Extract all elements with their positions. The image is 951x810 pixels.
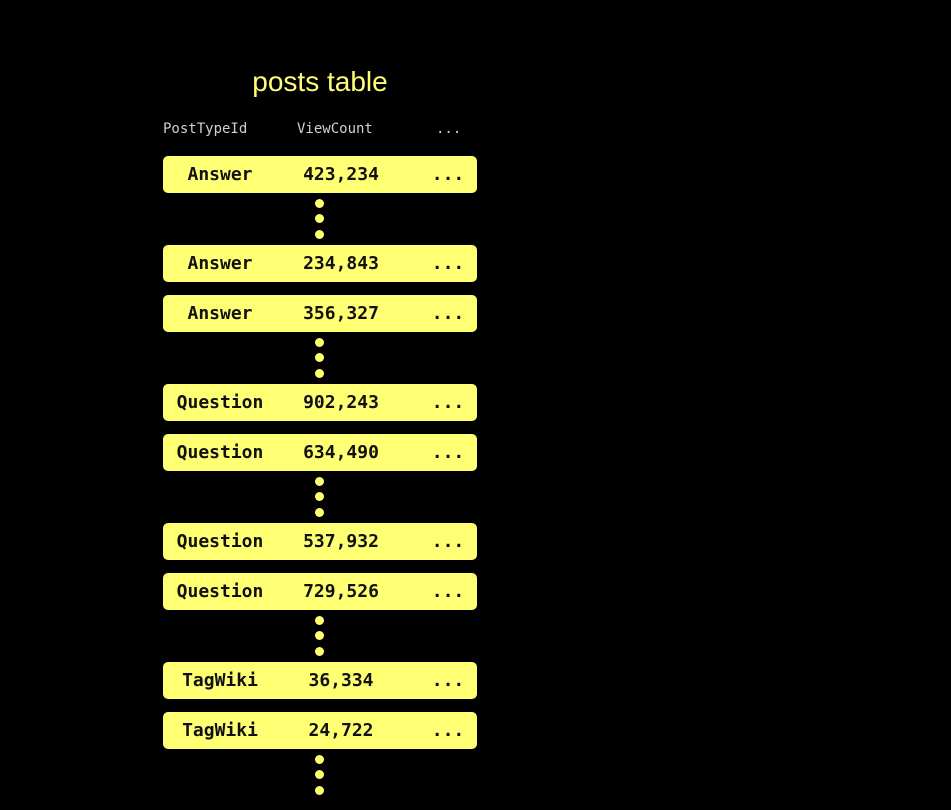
more-cell: ...: [431, 253, 465, 274]
view-count-cell: 24,722: [308, 720, 374, 741]
header-more: ...: [436, 121, 462, 137]
more-cell: ...: [431, 442, 465, 463]
dot-icon: [315, 338, 324, 347]
more-cell: ...: [431, 392, 465, 413]
view-count-cell: 634,490: [303, 442, 379, 463]
table-row: TagWiki 24,722...: [163, 712, 477, 749]
dot-icon: [315, 631, 324, 640]
view-count-cell: 537,932: [303, 531, 379, 552]
dot-icon: [315, 230, 324, 239]
table-row: Answer 356,327...: [163, 295, 477, 332]
header-view-count: ViewCount: [297, 121, 373, 137]
posts-table-rows: Answer 423,234... Answer 234,843... Answer 35…: [163, 156, 477, 801]
dot-icon: [315, 616, 324, 625]
view-count-cell: 36,334: [308, 670, 374, 691]
dot-icon: [315, 492, 324, 501]
dot-icon: [315, 508, 324, 517]
diagram-title: posts table: [252, 66, 388, 97]
table-row: Question 729,526...: [163, 573, 477, 610]
table-row: Answer 234,843...: [163, 245, 477, 282]
dot-icon: [315, 786, 324, 795]
more-cell: ...: [431, 720, 465, 741]
table-row: Question 902,243...: [163, 384, 477, 421]
ellipsis-separator: [163, 332, 477, 384]
dot-icon: [315, 369, 324, 378]
view-count-cell: 729,526: [303, 581, 379, 602]
ellipsis-separator: [163, 471, 477, 523]
table-row: Question 634,490...: [163, 434, 477, 471]
post-type-cell: Answer: [187, 164, 253, 185]
post-type-cell: TagWiki: [182, 720, 258, 741]
more-cell: ...: [431, 670, 465, 691]
ellipsis-separator: [163, 193, 477, 245]
post-type-cell: Answer: [187, 253, 253, 274]
dot-icon: [315, 353, 324, 362]
post-type-cell: TagWiki: [182, 670, 258, 691]
more-cell: ...: [431, 164, 465, 185]
table-row: Answer 423,234...: [163, 156, 477, 193]
table-row: TagWiki 36,334...: [163, 662, 477, 699]
more-cell: ...: [431, 303, 465, 324]
view-count-cell: 234,843: [303, 253, 379, 274]
dot-icon: [315, 647, 324, 656]
header-post-type-id: PostTypeId: [163, 121, 248, 137]
dot-icon: [315, 770, 324, 779]
ellipsis-separator: [163, 610, 477, 662]
post-type-cell: Question: [176, 581, 264, 602]
dot-icon: [315, 199, 324, 208]
post-type-cell: Question: [176, 531, 264, 552]
table-row: Question 537,932...: [163, 523, 477, 560]
dot-icon: [315, 755, 324, 764]
more-cell: ...: [431, 581, 465, 602]
more-cell: ...: [431, 531, 465, 552]
post-type-cell: Answer: [187, 303, 253, 324]
dot-icon: [315, 477, 324, 486]
post-type-cell: Question: [176, 442, 264, 463]
view-count-cell: 423,234: [303, 164, 379, 185]
ellipsis-separator: [163, 749, 477, 801]
post-type-cell: Question: [176, 392, 264, 413]
view-count-cell: 902,243: [303, 392, 379, 413]
dot-icon: [315, 214, 324, 223]
view-count-cell: 356,327: [303, 303, 379, 324]
